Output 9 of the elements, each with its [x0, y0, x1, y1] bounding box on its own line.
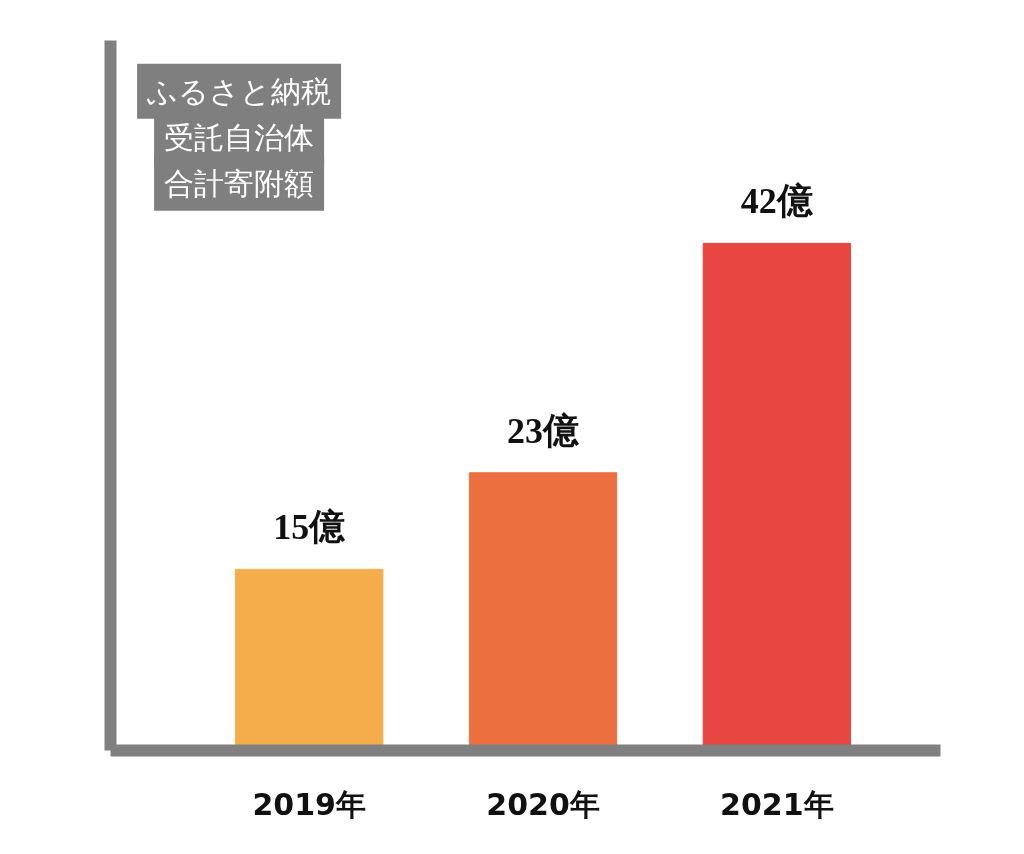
text: 合計寄附額: [164, 165, 315, 201]
x-tick-label: 2021年: [720, 786, 834, 822]
x-tick-label: 2019年: [252, 786, 366, 822]
data-label: 42億: [740, 181, 814, 222]
data-label: 23億: [507, 410, 581, 451]
text: 受託自治体: [164, 119, 315, 155]
data-label: 15億: [273, 507, 347, 548]
text: ふるさと納税: [146, 73, 332, 109]
x-tick-label: 2020年: [486, 786, 600, 822]
